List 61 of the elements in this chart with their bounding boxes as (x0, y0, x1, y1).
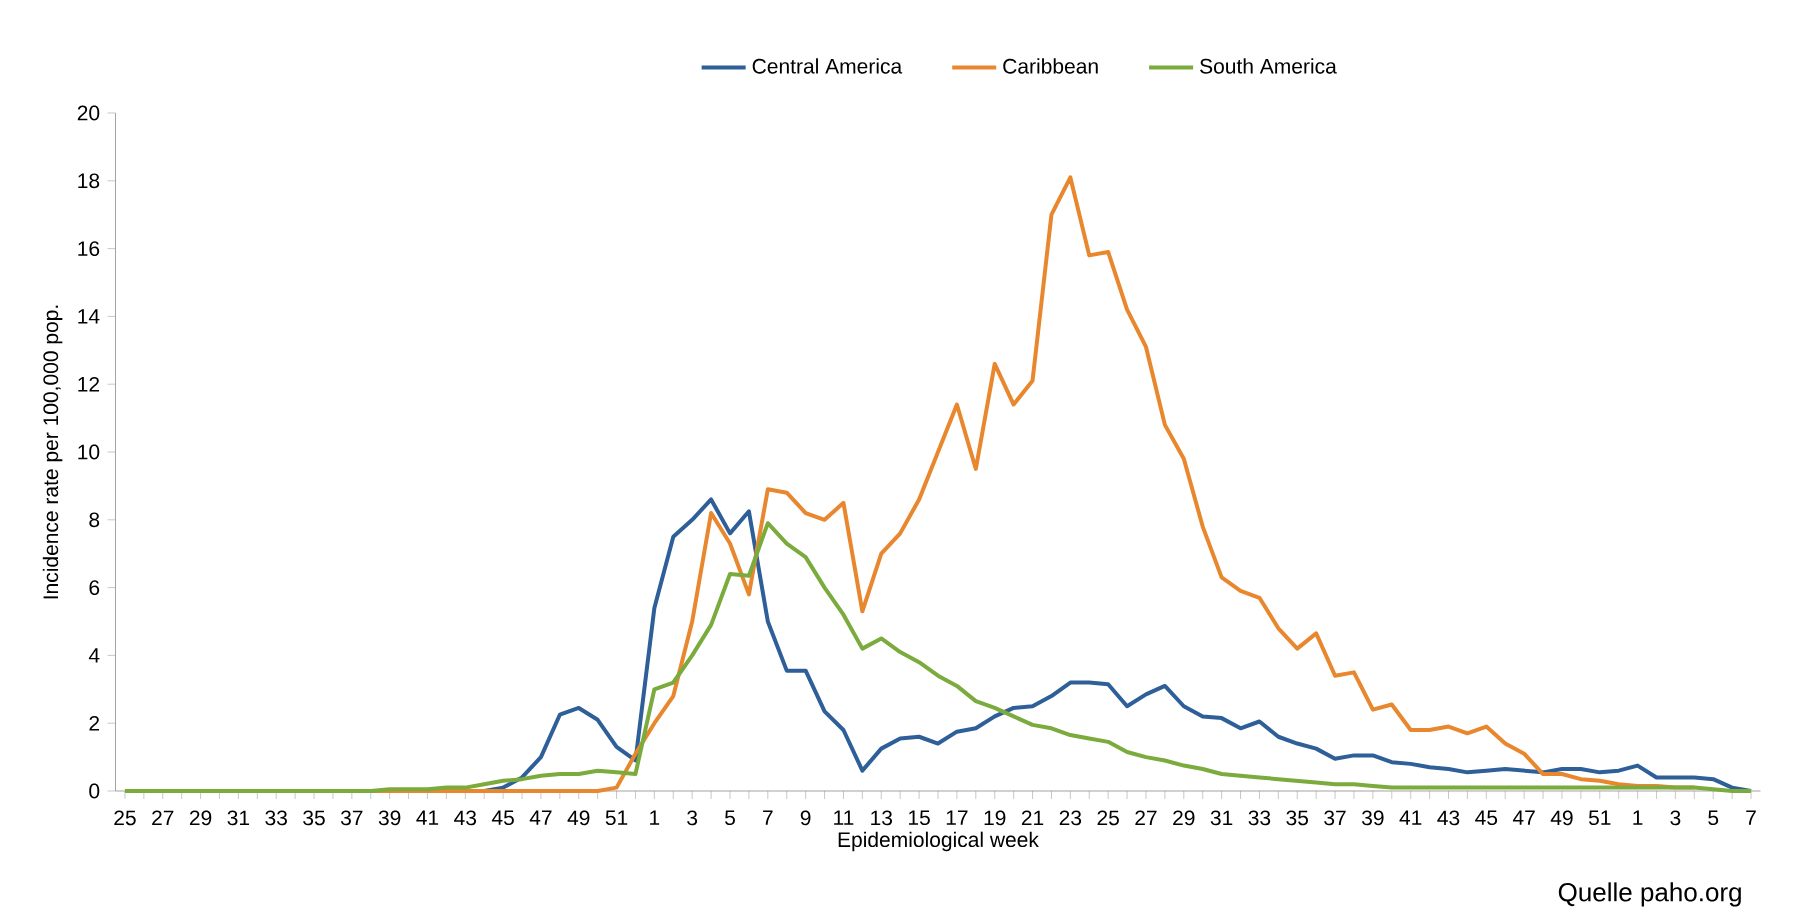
y-tick-label: 18 (78, 173, 100, 189)
x-tick-label: 43 (1437, 810, 1460, 826)
x-tick-label: 3 (1670, 810, 1681, 826)
source-note: Quelle paho.org (1558, 882, 1741, 907)
x-tick-label: 23 (1059, 810, 1082, 826)
x-tick-label: 5 (1708, 810, 1719, 826)
x-tick-label: 49 (567, 810, 590, 826)
x-tick-label: 47 (529, 810, 552, 825)
x-tick-label: 27 (1135, 810, 1157, 826)
x-tick-label: 47 (1512, 810, 1535, 825)
x-tick-label: 33 (265, 810, 287, 826)
legend-label: Caribbean (1003, 58, 1098, 74)
x-tick-label: 25 (1097, 810, 1119, 826)
legend-label: Central America (752, 58, 903, 74)
y-tick-label: 2 (89, 715, 100, 731)
x-tick-label: 1 (1633, 810, 1643, 825)
x-tick-label: 51 (605, 810, 628, 826)
x-tick-label: 37 (340, 810, 363, 826)
y-tick-label: 8 (89, 512, 100, 528)
y-tick-label: 0 (89, 783, 100, 799)
x-tick-label: 7 (763, 810, 773, 825)
x-tick-label: 37 (1324, 810, 1346, 826)
x-tick-label: 1 (650, 810, 660, 825)
x-tick-label: 11 (834, 810, 854, 825)
y-tick-label: 6 (89, 580, 100, 596)
x-tick-label: 5 (725, 810, 735, 826)
legend-label: South America (1200, 58, 1337, 74)
x-tick-label: 21 (1021, 810, 1044, 826)
x-tick-label: 45 (491, 810, 514, 826)
x-tick-label: 31 (1210, 810, 1233, 826)
x-tick-label: 19 (984, 810, 1006, 826)
y-tick-label: 12 (78, 376, 100, 392)
x-tick-label: 25 (114, 810, 136, 826)
x-tick-label: 29 (1173, 810, 1195, 826)
x-tick-label: 13 (871, 810, 893, 826)
y-tick-label: 20 (77, 105, 100, 121)
x-axis-title: Epidemiological week (838, 831, 1039, 852)
x-tick-label: 3 (687, 810, 698, 826)
x-tick-label: 7 (1746, 810, 1756, 825)
x-tick-label: 49 (1550, 810, 1573, 826)
y-tick-label: 14 (78, 309, 100, 324)
x-tick-label: 35 (303, 810, 325, 826)
x-tick-label: 17 (946, 810, 968, 825)
x-tick-label: 29 (189, 810, 212, 826)
x-tick-label: 39 (378, 810, 401, 826)
x-tick-label: 35 (1286, 810, 1309, 826)
y-tick-label: 10 (78, 444, 100, 460)
x-tick-label: 43 (454, 810, 477, 826)
x-tick-label: 39 (1361, 810, 1384, 826)
x-tick-label: 51 (1588, 810, 1611, 826)
y-tick-label: 4 (88, 648, 100, 663)
y-tick-label: 16 (78, 241, 100, 257)
x-tick-label: 31 (227, 810, 250, 826)
x-tick-label: 45 (1475, 810, 1498, 826)
x-tick-label: 33 (1248, 810, 1271, 826)
x-tick-label: 15 (909, 810, 930, 826)
x-tick-label: 27 (152, 810, 174, 826)
x-tick-label: 9 (800, 810, 811, 826)
x-tick-label: 41 (1399, 810, 1422, 825)
y-axis-title: Incidence rate per 100,000 pop. (42, 305, 63, 599)
x-tick-label: 41 (416, 810, 439, 825)
